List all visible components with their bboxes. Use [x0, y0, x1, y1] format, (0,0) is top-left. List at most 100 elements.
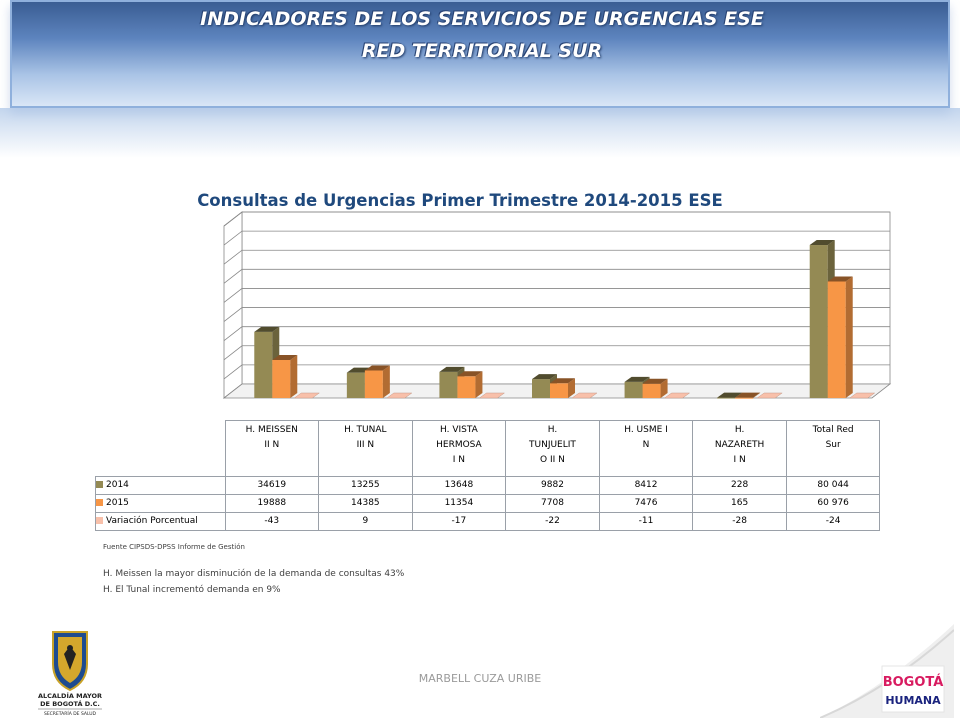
- bar-2015-side: [845, 276, 853, 398]
- category-label-line: TUNJUELIT: [529, 440, 576, 450]
- banner-subtitle: RED TERRITORIAL SUR: [361, 40, 603, 62]
- bar-2015: [642, 383, 661, 398]
- category-label-line: H. TUNAL: [344, 425, 387, 435]
- bar-2015-side: [382, 365, 390, 398]
- bar-2014: [254, 331, 273, 398]
- data-cell: 14385: [318, 494, 413, 513]
- bar-2014-top: [254, 326, 280, 332]
- category-label: Total Red Sur: [785, 420, 881, 477]
- bar-2014: [717, 397, 736, 399]
- table-row: 2015 19888 14385 11354 7708 7476 165 60 976: [95, 494, 881, 513]
- gridline: [223, 326, 890, 341]
- bar-2015: [550, 383, 568, 398]
- bar-variacion-porcentual: [663, 392, 691, 399]
- data-cell: 7476: [598, 494, 694, 513]
- data-cell: 13648: [411, 476, 507, 495]
- legend-entry: 2015: [95, 494, 226, 513]
- category-label: H. MEISSEN II N: [224, 420, 320, 477]
- category-label-line: H.: [734, 425, 745, 435]
- gridline: [223, 345, 890, 361]
- bar-variacion-porcentual: [848, 392, 876, 399]
- category-label: H. USME I N: [598, 420, 694, 477]
- bar-2014: [624, 381, 643, 398]
- bar-2014: [439, 371, 458, 398]
- bar-2014: [809, 245, 828, 398]
- bar-2014-top: [809, 240, 835, 246]
- data-cell: 80 044: [785, 476, 881, 495]
- data-cell: -24: [785, 512, 881, 531]
- svg-text:HUMANA: HUMANA: [885, 694, 941, 707]
- svg-text:DE BOGOTÁ D.C.: DE BOGOTÁ D.C.: [40, 699, 100, 708]
- gridline: [223, 230, 890, 246]
- category-label-line: H. USME I: [624, 425, 668, 435]
- category-label-line: Sur: [825, 440, 841, 450]
- table-header-row: H. MEISSEN II N H. TUNAL III N H. VISTA HERMO…: [96, 420, 881, 477]
- legend-label: 2015: [106, 498, 129, 508]
- chart-back-wall: [241, 211, 891, 385]
- gridline: [223, 364, 890, 380]
- category-label-line: Total Red: [812, 425, 854, 435]
- category-label-line: N: [642, 440, 650, 450]
- bar-2015-top: [272, 354, 298, 360]
- bar-2015-top: [642, 378, 668, 384]
- legend-entry: 2014: [95, 476, 226, 495]
- legend-label: 2014: [106, 480, 129, 490]
- data-cell: 9882: [505, 476, 600, 495]
- bar-variacion-porcentual: [386, 392, 413, 399]
- data-cell: 19888: [224, 494, 320, 513]
- gridline: [223, 268, 890, 284]
- table-corner: [96, 421, 226, 477]
- category-label-line: HERMOSA: [436, 440, 482, 450]
- data-cell: -28: [692, 512, 787, 531]
- bar-2015-side: [660, 378, 668, 398]
- bar-2015: [364, 370, 383, 398]
- gridline: [223, 211, 890, 227]
- legend-label: Variación Porcentual: [106, 516, 198, 526]
- category-label: H. TUNJUELIT O II N: [505, 420, 600, 477]
- data-cell: -43: [224, 512, 320, 531]
- category-label: H. VISTA HERMOSA I N: [411, 420, 507, 477]
- table-row: Variación Porcentual -43 9 -17 -22 -11 -28 -24: [95, 512, 881, 531]
- banner-title: INDICADORES DE LOS SERVICIOS DE URGENCIA…: [200, 8, 764, 30]
- category-label-line: III N: [356, 440, 375, 450]
- banner-glow: [0, 108, 960, 158]
- data-cell: 60 976: [785, 494, 881, 513]
- bar-2015-side: [290, 354, 298, 398]
- data-cell: -22: [505, 512, 600, 531]
- category-label-line: I N: [733, 455, 746, 465]
- author-footer: MARBELL CUZA URIBE: [418, 672, 542, 685]
- note-tunal: H. El Tunal incrementó demanda en 9%: [103, 585, 281, 595]
- bar-2015-side: [753, 392, 761, 398]
- category-label: H. NAZARETH I N: [692, 420, 787, 477]
- bar-variacion-porcentual: [756, 392, 783, 399]
- bar-variacion-porcentual: [478, 392, 506, 399]
- category-label-line: II N: [264, 440, 280, 450]
- gridline: [223, 249, 890, 265]
- bar-2014-top: [717, 392, 743, 398]
- bar-2015: [827, 281, 846, 398]
- bar-2014-top: [532, 374, 557, 380]
- data-cell: 13255: [318, 476, 413, 495]
- note-meissen: H. Meissen la mayor disminución de la de…: [103, 569, 405, 579]
- category-label-line: H. VISTA: [440, 425, 478, 435]
- bar-2015: [457, 376, 476, 398]
- svg-text:BOGOTÁ: BOGOTÁ: [883, 674, 944, 690]
- legend-swatch: [96, 481, 103, 488]
- category-label-line: H.: [547, 425, 558, 435]
- bar-2014-top: [624, 376, 650, 382]
- bar-2015-top: [364, 365, 390, 371]
- svg-text:SECRETARÍA DE SALUD: SECRETARÍA DE SALUD: [44, 710, 97, 716]
- bar-2015-top: [550, 378, 575, 384]
- bar-2014: [346, 372, 365, 398]
- bar-variacion-porcentual: [571, 392, 598, 399]
- data-cell: -11: [598, 512, 694, 531]
- bar-2015-top: [827, 276, 853, 282]
- title-banner: INDICADORES DE LOS SERVICIOS DE URGENCIA…: [10, 0, 950, 108]
- category-label: H. TUNAL III N: [318, 420, 413, 477]
- chart-side-wall: [223, 211, 243, 399]
- data-cell: 8412: [598, 476, 694, 495]
- gridline: [223, 288, 890, 303]
- legend-swatch: [96, 499, 103, 506]
- bar-2015-top: [457, 371, 483, 377]
